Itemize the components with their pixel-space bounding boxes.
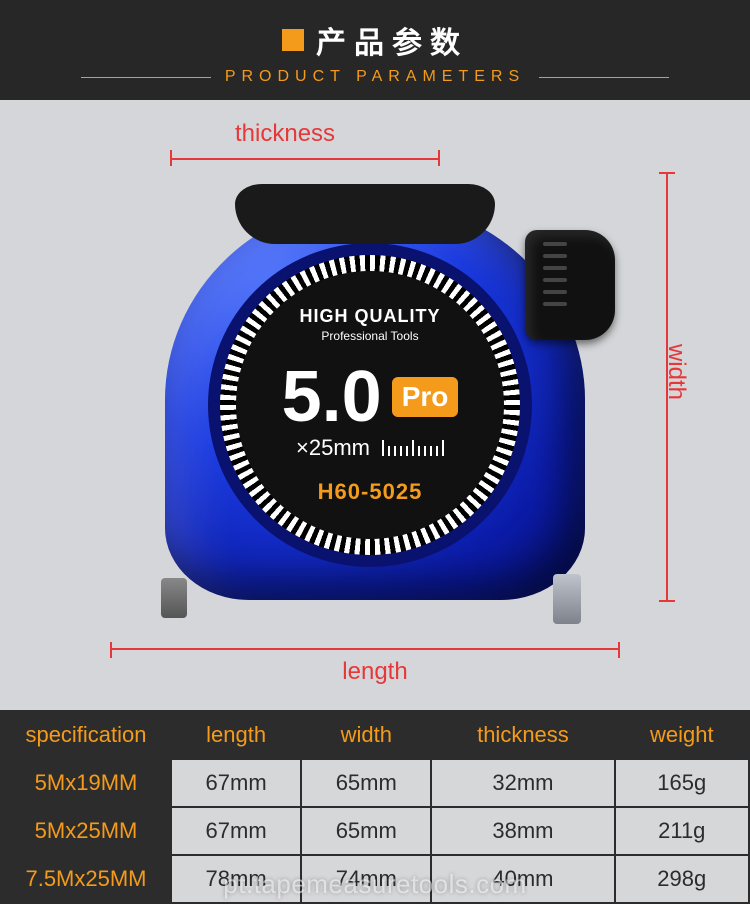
dimension-label-thickness: thickness	[235, 120, 335, 148]
cell-length: 78mm	[171, 855, 301, 903]
page: 产品参数 PRODUCT PARAMETERS thickness width …	[0, 0, 750, 904]
tape-face-inner: HIGH QUALITY Professional Tools 5.0 Pro …	[236, 271, 504, 539]
cell-thickness: 40mm	[431, 855, 614, 903]
header-bar: 产品参数 PRODUCT PARAMETERS	[0, 0, 750, 100]
tape-face: HIGH QUALITY Professional Tools 5.0 Pro …	[210, 245, 530, 565]
header-title-en: PRODUCT PARAMETERS	[211, 68, 539, 86]
length-arrow-cap	[110, 642, 112, 658]
face-model-number: H60-5025	[318, 479, 423, 505]
thickness-arrow-cap	[170, 150, 172, 166]
face-professional-tools: Professional Tools	[321, 329, 418, 343]
face-sub-size: ×25mm	[296, 435, 370, 461]
col-length: length	[171, 711, 301, 759]
header-title-zh: 产品参数	[316, 18, 468, 62]
cell-weight: 298g	[615, 855, 749, 903]
cell-width: 65mm	[301, 807, 431, 855]
product-diagram: thickness width length HIGH QUALITY Pr	[0, 100, 750, 710]
tape-clip-icon	[161, 578, 187, 618]
accent-square-icon	[282, 29, 304, 51]
col-weight: weight	[615, 711, 749, 759]
tape-top-grip	[235, 184, 495, 244]
table-header-row: specification length width thickness wei…	[1, 711, 749, 759]
table-row: 5Mx19MM 67mm 65mm 32mm 165g	[1, 759, 749, 807]
cell-length: 67mm	[171, 759, 301, 807]
cell-spec: 5Mx25MM	[1, 807, 171, 855]
face-big-number: 5.0	[282, 361, 382, 433]
col-thickness: thickness	[431, 711, 614, 759]
table-row: 5Mx25MM 67mm 65mm 38mm 211g	[1, 807, 749, 855]
col-width: width	[301, 711, 431, 759]
cell-length: 67mm	[171, 807, 301, 855]
tape-measure-illustration: HIGH QUALITY Professional Tools 5.0 Pro …	[155, 190, 595, 620]
cell-thickness: 38mm	[431, 807, 614, 855]
cell-width: 65mm	[301, 759, 431, 807]
header-rule-left	[81, 77, 211, 78]
spec-table: specification length width thickness wei…	[0, 710, 750, 904]
dimension-label-length: length	[342, 658, 407, 686]
cell-spec: 5Mx19MM	[1, 759, 171, 807]
ruler-ticks-icon	[382, 440, 444, 456]
header-rule-right	[539, 77, 669, 78]
tape-lock-button-icon	[525, 230, 615, 340]
cell-width: 74mm	[301, 855, 431, 903]
cell-weight: 211g	[615, 807, 749, 855]
thickness-arrow-cap	[438, 150, 440, 166]
width-arrow-cap	[659, 172, 675, 174]
face-high-quality: HIGH QUALITY	[300, 306, 441, 327]
length-arrow-cap	[618, 642, 620, 658]
width-arrow-cap	[659, 600, 675, 602]
face-pro-badge: Pro	[392, 377, 459, 417]
cell-thickness: 32mm	[431, 759, 614, 807]
cell-weight: 165g	[615, 759, 749, 807]
table-row: 7.5Mx25MM 78mm 74mm 40mm 298g	[1, 855, 749, 903]
thickness-arrow	[170, 158, 440, 160]
length-arrow	[110, 648, 620, 650]
col-specification: specification	[1, 711, 171, 759]
spec-section: specification length width thickness wei…	[0, 710, 750, 904]
tape-hook-icon	[553, 574, 581, 624]
width-arrow	[666, 172, 668, 602]
cell-spec: 7.5Mx25MM	[1, 855, 171, 903]
